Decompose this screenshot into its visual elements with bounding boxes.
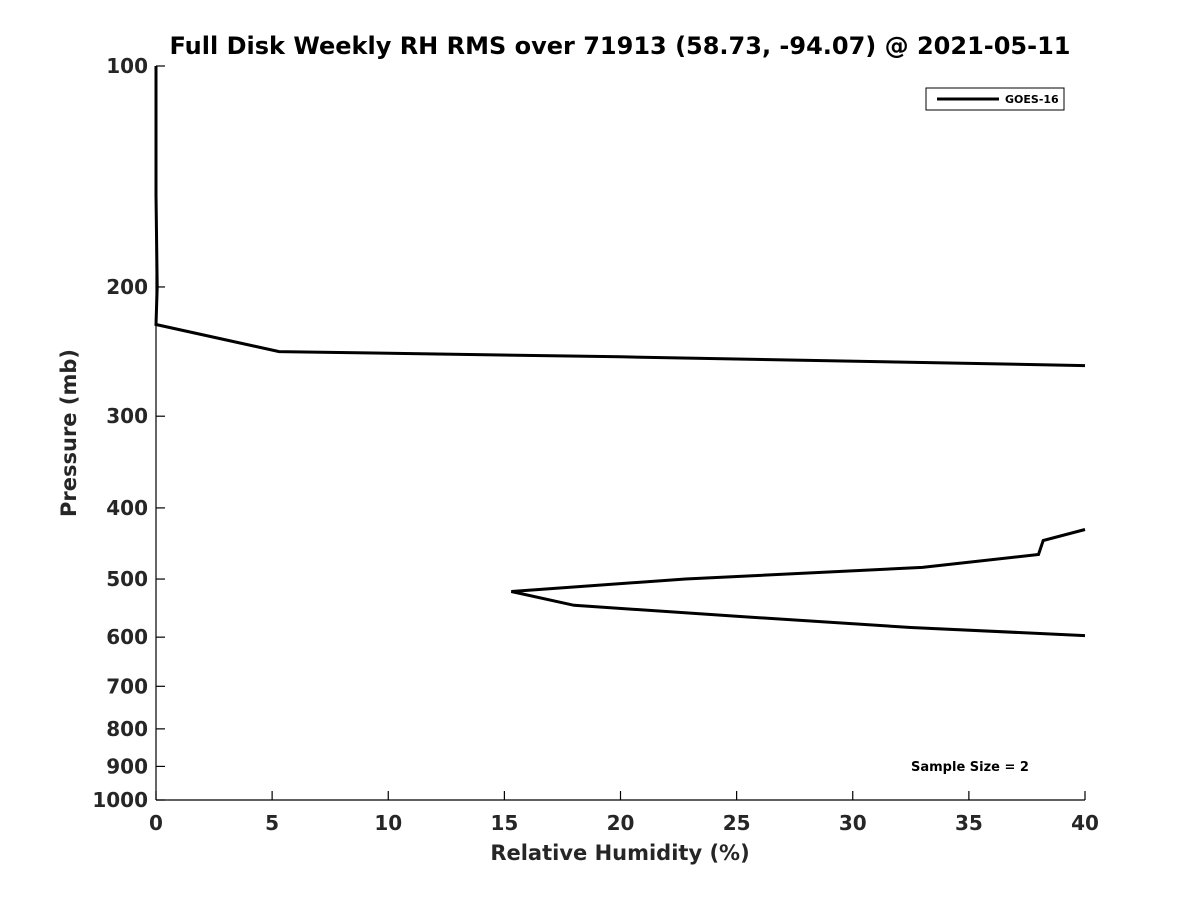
series-lines <box>154 66 1086 638</box>
y-tick-label: 600 <box>106 625 148 649</box>
y-axis-label: Pressure (mb) <box>57 349 81 517</box>
x-axis-label: Relative Humidity (%) <box>490 841 749 865</box>
chart-title: Full Disk Weekly RH RMS over 71913 (58.7… <box>169 32 1070 60</box>
x-tick-label: 20 <box>607 811 635 835</box>
y-tick-label: 200 <box>106 275 148 299</box>
sample-size-annotation: Sample Size = 2 <box>911 760 1029 775</box>
y-tick-label: 1000 <box>92 788 148 812</box>
y-axis-ticks: 100 200 300 400 500 600 700 800 900 1000 <box>92 54 165 812</box>
y-tick-label: 700 <box>106 674 148 698</box>
series-line-goes-16-segment-2 <box>510 528 1086 638</box>
y-tick-label: 900 <box>106 754 148 778</box>
y-tick-label: 800 <box>106 717 148 741</box>
y-tick-label: 500 <box>106 567 148 591</box>
x-tick-label: 5 <box>265 811 279 835</box>
y-tick-label: 300 <box>106 404 148 428</box>
legend-label-goes-16: GOES-16 <box>1005 93 1059 106</box>
axes <box>155 66 1085 801</box>
x-axis-ticks: 0 5 10 15 20 25 30 35 40 <box>149 791 1099 835</box>
y-tick-label: 400 <box>106 496 148 520</box>
legend: GOES-16 <box>925 87 1065 111</box>
x-tick-label: 30 <box>839 811 867 835</box>
x-tick-label: 0 <box>149 811 163 835</box>
x-tick-label: 10 <box>374 811 402 835</box>
x-tick-label: 25 <box>723 811 751 835</box>
y-tick-label: 100 <box>106 54 148 78</box>
x-tick-label: 35 <box>955 811 983 835</box>
series-line-goes-16-segment-1 <box>154 66 1086 368</box>
x-tick-label: 15 <box>490 811 518 835</box>
x-tick-label: 40 <box>1071 811 1099 835</box>
